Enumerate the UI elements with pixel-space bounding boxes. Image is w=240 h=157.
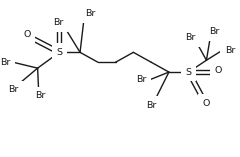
Text: Br: Br (146, 101, 156, 110)
Text: S: S (56, 48, 62, 57)
Text: Br: Br (35, 91, 46, 100)
Text: O: O (203, 99, 210, 108)
Text: Br: Br (209, 27, 220, 36)
Text: O: O (215, 66, 222, 75)
Text: Br: Br (186, 33, 196, 42)
Text: O: O (56, 18, 63, 27)
Text: S: S (186, 68, 192, 77)
Text: O: O (23, 30, 30, 39)
Text: Br: Br (8, 85, 18, 94)
Text: Br: Br (136, 76, 146, 84)
Text: Br: Br (53, 18, 64, 27)
Text: Br: Br (0, 58, 10, 67)
Text: Br: Br (85, 9, 95, 18)
Text: Br: Br (225, 46, 235, 55)
